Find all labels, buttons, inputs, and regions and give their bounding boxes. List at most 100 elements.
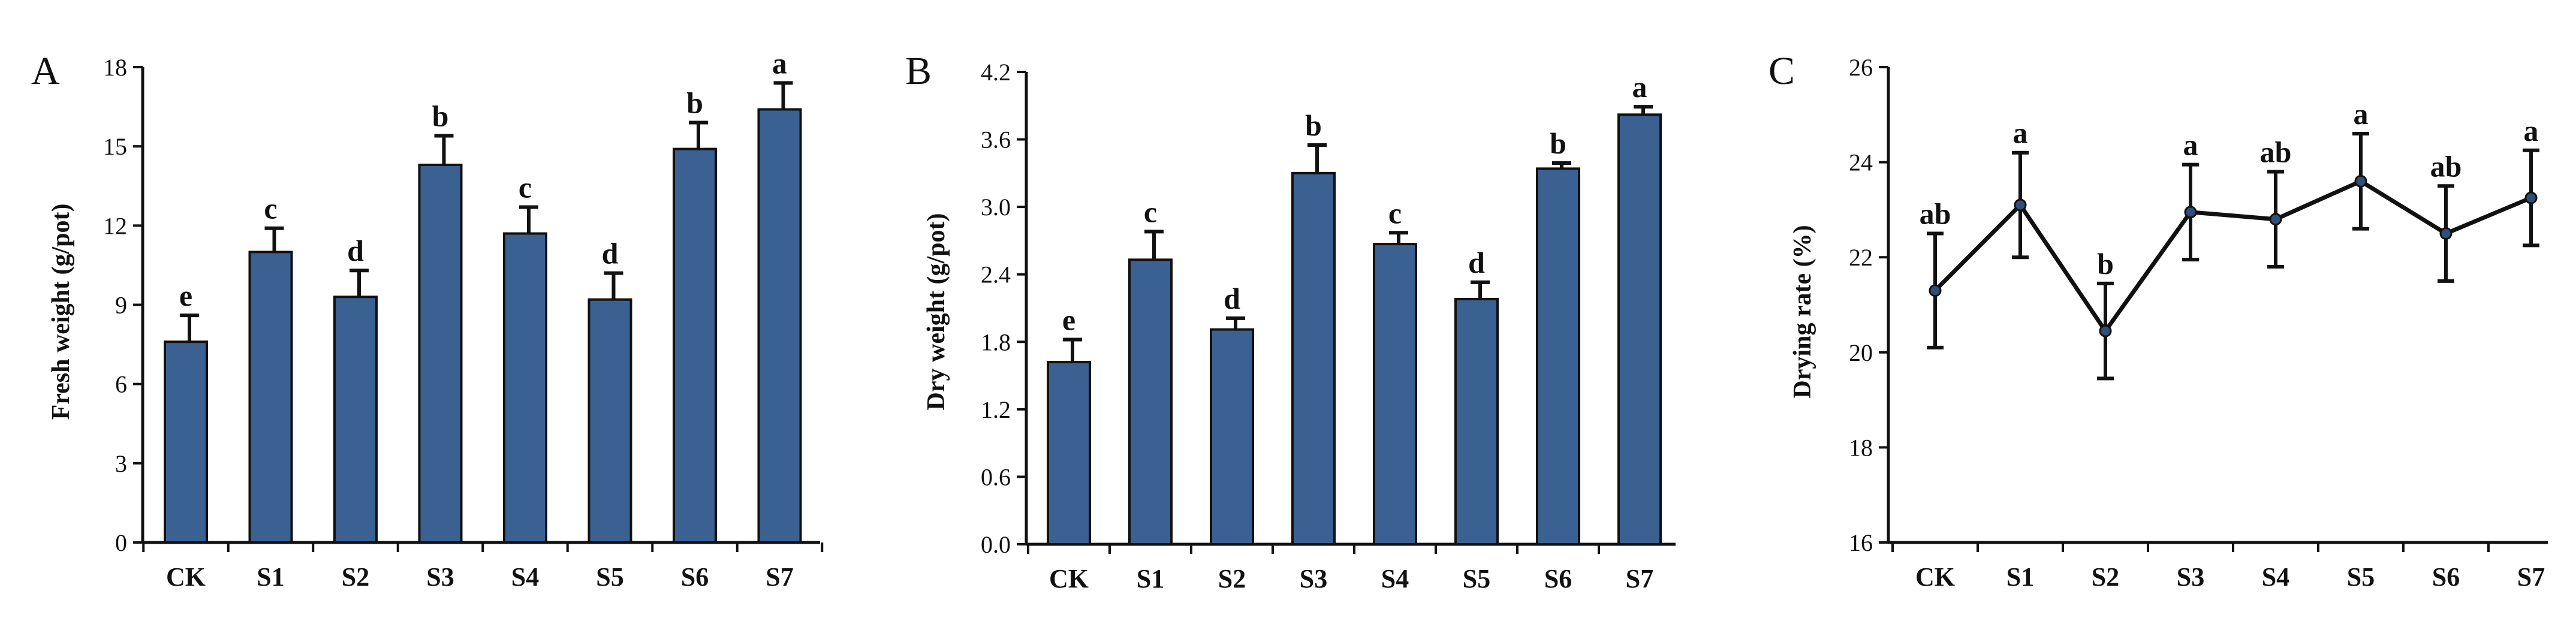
panel-b-significance-label: d [1224, 282, 1240, 315]
panel-a-significance-label: c [519, 170, 532, 204]
panel-c-drying-rate: C Drying rate (%) 16 18 20 22 24 26 CK S1 S2 S3 S4… [1768, 49, 2548, 592]
panel-c-y-axis-label: Drying rate (%) [1789, 225, 1816, 398]
panel-a-category-label: S6 [681, 562, 709, 592]
panel-b-category-label: S7 [1626, 564, 1653, 593]
panel-b-significance-label: c [1144, 195, 1157, 228]
panel-a-category-label: CK [166, 562, 206, 592]
panel-b-significance-label: b [1550, 126, 1566, 160]
panel-b-category-label: CK [1049, 564, 1089, 593]
panel-a-category-label: S1 [257, 562, 284, 592]
panel-c-point-s1 [2014, 198, 2027, 212]
panel-c-y-tick-label: 16 [1849, 529, 1873, 556]
panel-c-point-s4 [2269, 213, 2282, 226]
panel-b-category-label: S4 [1381, 564, 1409, 593]
panel-b-y-tick-label: 4.2 [981, 59, 1011, 86]
panel-a-significance-label: b [432, 100, 449, 133]
panel-c-category-label: S7 [2517, 562, 2545, 592]
panel-b-bar-s2 [1210, 328, 1254, 546]
panel-b-category-label: S2 [1218, 564, 1246, 593]
panel-a-y-tick-label: 0 [115, 529, 127, 556]
panel-a-y-tick-label: 15 [103, 133, 127, 160]
panel-a-letter: A [31, 49, 60, 93]
panel-b-y-tick-label: 3.6 [981, 126, 1011, 153]
panel-b-bar-s5 [1454, 297, 1499, 545]
panel-a-category-label: S7 [766, 562, 793, 592]
panel-b-bar-s4 [1373, 243, 1417, 545]
panel-a-bar-s3 [418, 164, 463, 544]
panel-a-bar-s4 [503, 232, 547, 544]
panel-a-category-label: S2 [342, 562, 369, 592]
panel-a-significance-label: d [347, 234, 364, 267]
panel-b-significance-label: a [1632, 70, 1647, 104]
panel-a-significance-label: d [602, 237, 619, 270]
panel-b-significance-label: e [1062, 303, 1075, 337]
panel-b-category-label: S1 [1137, 564, 1164, 593]
panel-a-category-label: S4 [511, 562, 539, 592]
panel-a-category-label: S3 [426, 562, 454, 592]
panel-a-fresh-weight: A Fresh weight (g/pot) 0 3 6 9 12 15 18 CK S1 S2 S… [31, 46, 824, 592]
panel-b-bar-s1 [1128, 258, 1173, 545]
panel-a-bar-s7 [757, 108, 802, 544]
panel-b-dry-weight: B Dry weight (g/pot) 0.0 0.6 1.2 1.8 2.4 3.0 3… [905, 49, 1676, 593]
panel-b-letter: B [905, 49, 932, 93]
panel-b-bar-s3 [1291, 171, 1336, 546]
panel-c-y-tick-label: 24 [1849, 149, 1873, 176]
panel-c-significance-label: a [2013, 116, 2028, 150]
panel-b-bar-s7 [1617, 113, 1662, 546]
panel-a-y-tick-label: 18 [103, 54, 127, 81]
panel-c-category-label: S4 [2262, 562, 2289, 592]
panel-b-category-label: S6 [1544, 564, 1572, 593]
panel-c-point-s2 [2099, 324, 2112, 337]
panel-b-bar-ck [1047, 361, 1091, 545]
panel-c-point-s5 [2354, 174, 2367, 188]
panel-a-y-tick-label: 6 [115, 371, 127, 398]
panel-b-y-tick-label: 0.0 [981, 531, 1011, 558]
panel-c-category-label: CK [1915, 562, 1955, 592]
panel-a-category-label: S5 [596, 562, 623, 592]
panel-b-category-label: S5 [1463, 564, 1490, 593]
panel-b-y-tick-label: 3.0 [981, 194, 1011, 221]
panel-a-y-tick-label: 9 [115, 292, 127, 319]
panel-b-y-tick-label: 2.4 [981, 261, 1011, 288]
panel-a-bar-s2 [333, 296, 378, 544]
panel-c-significance-label: b [2097, 247, 2114, 281]
panel-c-letter: C [1768, 49, 1795, 93]
panel-a-y-tick-label: 12 [103, 212, 127, 239]
panel-c-significance-label: a [2183, 128, 2198, 162]
panel-b-significance-label: d [1468, 246, 1485, 279]
panel-c-point-s6 [2439, 227, 2453, 240]
panel-a-significance-label: e [179, 279, 192, 312]
panel-b-category-label: S3 [1300, 564, 1327, 593]
panel-c-point-ck [1929, 284, 1942, 297]
panel-a-significance-label: a [772, 46, 787, 80]
panel-b-y-tick-label: 1.8 [981, 328, 1011, 355]
panel-c-y-tick-label: 26 [1849, 54, 1873, 81]
panel-c-point-s3 [2184, 206, 2197, 219]
panel-c-category-label: S2 [2092, 562, 2119, 592]
panel-c-point-s7 [2524, 191, 2538, 204]
panel-c-series-line [1933, 179, 2532, 335]
panel-c-significance-label: ab [2430, 149, 2462, 183]
panel-a-y-tick-label: 3 [115, 450, 127, 477]
panel-a-y-axis-label: Fresh weight (g/pot) [47, 204, 75, 420]
panel-c-category-label: S3 [2177, 562, 2204, 592]
panel-c-category-label: S1 [2006, 562, 2034, 592]
panel-a-bar-s6 [673, 147, 717, 544]
panel-c-significance-label: ab [1920, 197, 1951, 231]
panel-a-significance-label: b [686, 86, 703, 120]
panel-b-y-tick-label: 0.6 [981, 463, 1011, 490]
panel-c-significance-label: a [2354, 97, 2369, 131]
panel-a-bar-ck [164, 340, 208, 544]
panel-a-significance-label: c [264, 192, 277, 225]
panel-c-category-label: S5 [2347, 562, 2375, 592]
panel-c-category-label: S6 [2432, 562, 2460, 592]
panel-c-y-tick-label: 20 [1849, 339, 1873, 366]
panel-c-significance-label: ab [2260, 135, 2292, 168]
panel-c-significance-label: a [2524, 114, 2539, 147]
panel-a-bar-s5 [587, 298, 632, 544]
panel-c-y-tick-label: 18 [1849, 434, 1873, 461]
panel-a-bar-s1 [248, 251, 293, 544]
panel-b-y-axis-label: Dry weight (g/pot) [923, 213, 950, 411]
panel-b-y-tick-label: 1.2 [981, 396, 1011, 423]
